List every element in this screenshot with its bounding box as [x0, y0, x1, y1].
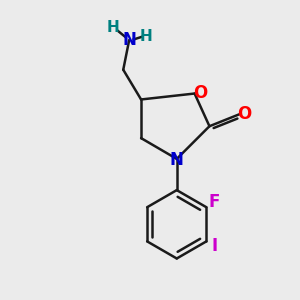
- Text: O: O: [193, 84, 207, 102]
- Text: O: O: [237, 105, 252, 123]
- Text: N: N: [169, 151, 183, 169]
- Text: F: F: [209, 194, 220, 211]
- Text: H: H: [106, 20, 119, 35]
- Text: H: H: [140, 29, 153, 44]
- Text: N: N: [122, 31, 136, 49]
- Text: I: I: [211, 237, 217, 255]
